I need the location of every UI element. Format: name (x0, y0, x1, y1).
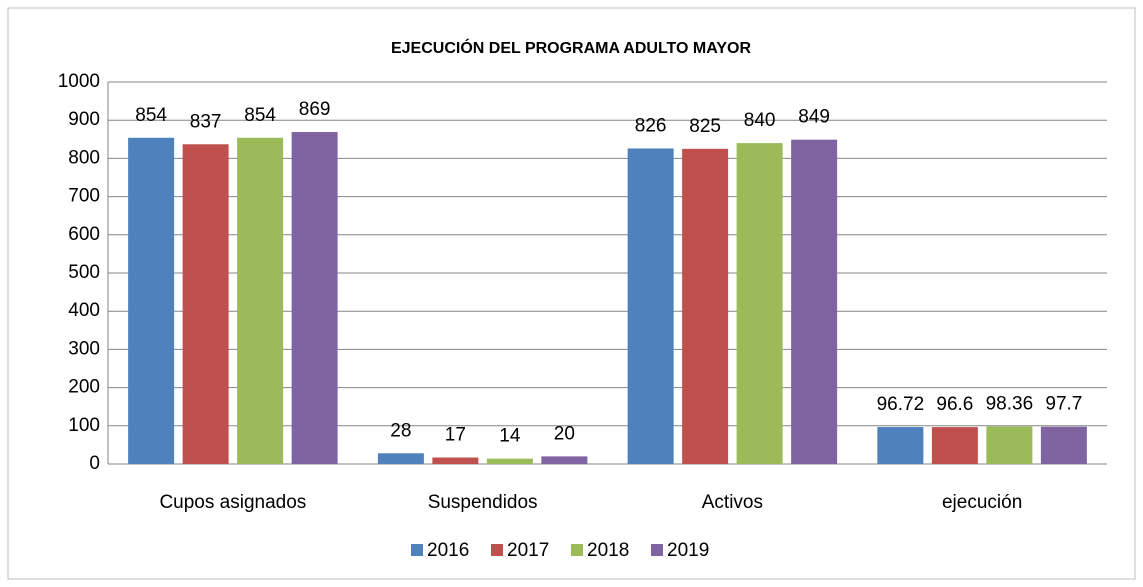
data-label: 17 (445, 425, 466, 446)
data-label: 854 (244, 105, 276, 126)
legend-label: 2017 (507, 540, 549, 561)
data-label: 869 (299, 99, 331, 120)
legend-label: 2016 (427, 540, 469, 561)
data-label: 28 (390, 420, 411, 441)
data-label: 98.36 (986, 393, 1034, 414)
y-tick-label: 900 (68, 109, 100, 130)
x-tick-label: Suspendidos (428, 492, 538, 513)
y-tick-label: 200 (68, 377, 100, 398)
y-tick-label: 700 (68, 186, 100, 207)
data-label: 96.6 (936, 394, 973, 415)
data-label: 826 (635, 115, 667, 136)
bar (541, 456, 588, 464)
data-label: 97.7 (1045, 394, 1082, 415)
bar (432, 457, 479, 464)
bar (986, 426, 1033, 464)
bar (128, 137, 175, 464)
legend-label: 2019 (667, 540, 709, 561)
x-tick-label: Cupos asignados (159, 492, 306, 513)
bar (877, 427, 924, 464)
bar (682, 148, 729, 464)
bar (182, 144, 229, 465)
y-tick-label: 600 (68, 224, 100, 245)
legend-swatch (491, 544, 503, 556)
y-tick-label: 400 (68, 300, 100, 321)
data-label: 849 (798, 107, 830, 128)
y-tick-label: 300 (68, 338, 100, 359)
data-label: 14 (499, 426, 521, 447)
data-label: 854 (135, 105, 167, 126)
bar (291, 132, 338, 465)
data-label: 840 (744, 110, 776, 131)
x-tick-label: Activos (702, 492, 763, 513)
legend-swatch (651, 544, 663, 556)
bar (627, 148, 674, 464)
y-tick-label: 0 (89, 453, 100, 474)
chart-title: EJECUCIÓN DEL PROGRAMA ADULTO MAYOR (391, 38, 751, 57)
bar (931, 427, 978, 464)
legend-label: 2018 (587, 540, 629, 561)
bar (736, 143, 783, 464)
bar (377, 453, 424, 464)
bar (1040, 426, 1087, 464)
y-tick-label: 100 (68, 415, 100, 436)
x-tick-label: ejecución (942, 492, 1022, 513)
y-tick-label: 1000 (58, 71, 100, 92)
data-label: 96.72 (877, 394, 925, 415)
data-label: 20 (554, 423, 575, 444)
data-label: 837 (190, 111, 222, 132)
bar (237, 137, 284, 464)
legend-swatch (411, 544, 423, 556)
y-tick-label: 800 (68, 147, 100, 168)
legend-swatch (571, 544, 583, 556)
bar (486, 458, 533, 464)
y-tick-label: 500 (68, 262, 100, 283)
bar (791, 139, 838, 464)
data-label: 825 (689, 116, 721, 137)
